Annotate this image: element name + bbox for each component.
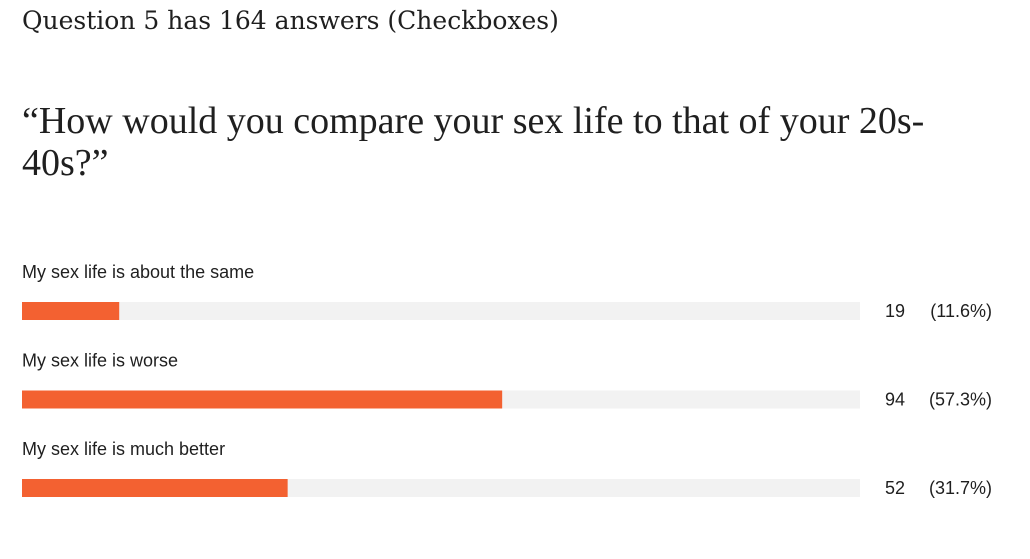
category-label: My sex life is worse: [22, 350, 178, 370]
percent-label: (11.6%): [930, 301, 992, 321]
percent-label: (31.7%): [929, 478, 992, 498]
chart-title: Question 5 has 164 answers (Checkboxes): [22, 6, 559, 35]
bar: [22, 302, 120, 320]
percent-label: (57.3%): [929, 389, 992, 409]
category-label: My sex life is about the same: [22, 262, 254, 282]
count-label: 52: [885, 478, 905, 498]
bar: [22, 390, 503, 409]
bar-track: [22, 302, 860, 320]
bar: [22, 479, 288, 497]
category-label: My sex life is much better: [22, 439, 225, 459]
question: “How would you compare your sex life to …: [22, 100, 925, 184]
count-label: 94: [885, 389, 905, 409]
count-label: 19: [885, 301, 905, 321]
